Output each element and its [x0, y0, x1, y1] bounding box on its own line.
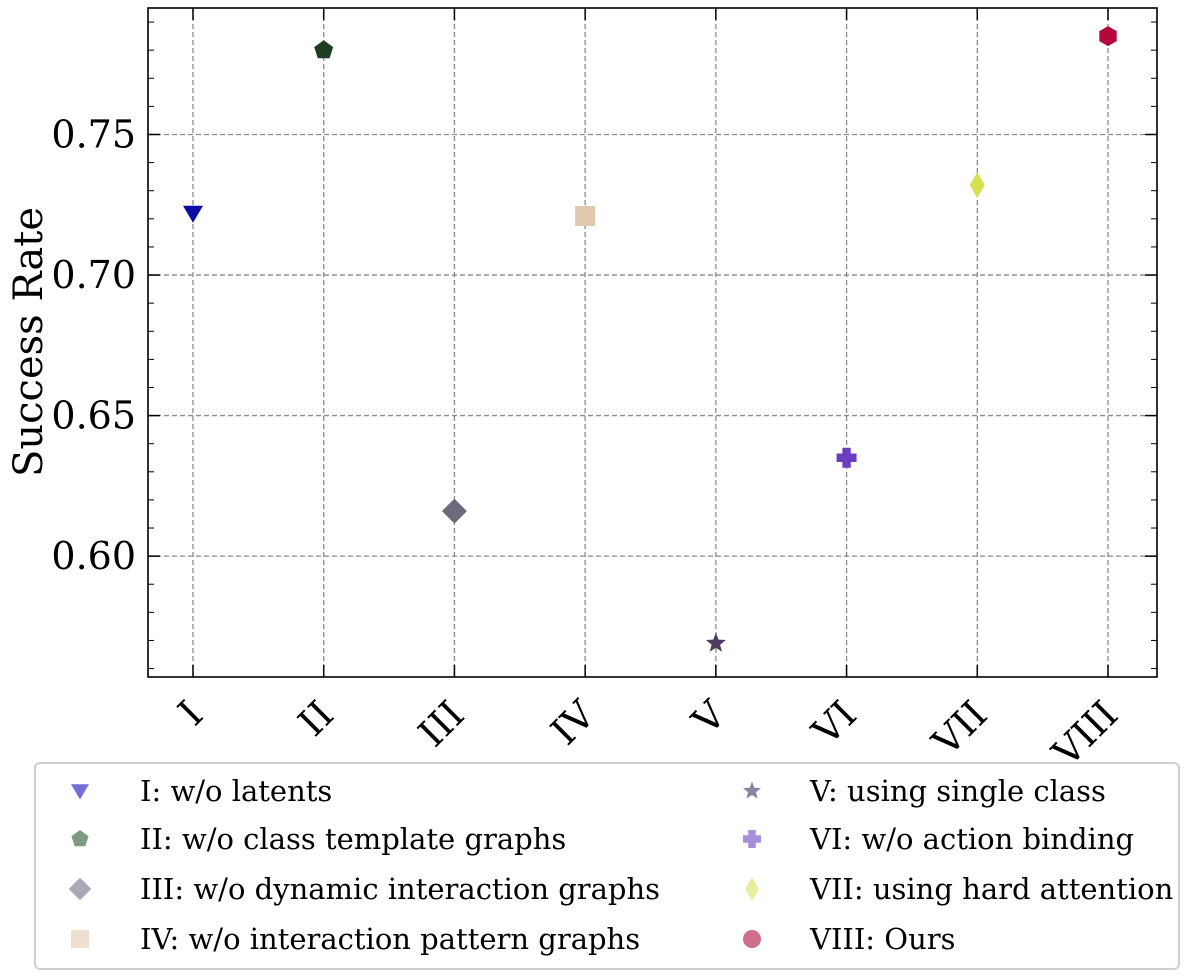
data-point-iii [441, 498, 467, 524]
x-tick-label: VII [923, 692, 995, 764]
data-point-ii [314, 40, 334, 59]
y-tick-label: 0.70 [51, 253, 136, 297]
plot-area [147, 7, 1158, 678]
data-point-v [705, 632, 726, 652]
y-tick-labels: 0.60 0.65 0.70 0.75 [51, 112, 136, 578]
data-point-vii [969, 172, 985, 199]
data-point-vi [836, 447, 857, 468]
x-tick-label: III [410, 692, 473, 755]
data-point-iv [575, 206, 596, 227]
x-tick-label: VI [803, 692, 865, 754]
x-tick-label: II [290, 692, 342, 744]
legend [34, 762, 1180, 970]
grid-lines [148, 8, 1157, 677]
y-axis-label: Success Rate [6, 207, 52, 477]
data-point-viii [1099, 26, 1117, 47]
y-tick-label: 0.60 [51, 534, 136, 578]
axis-ticks [148, 8, 1157, 677]
y-tick-label: 0.75 [51, 112, 136, 156]
x-tick-label: IV [542, 692, 604, 754]
data-point-i [183, 205, 203, 223]
x-tick-label: I [170, 692, 212, 734]
x-tick-label: V [683, 692, 735, 744]
y-tick-label: 0.65 [51, 394, 136, 438]
data-points [183, 26, 1117, 652]
